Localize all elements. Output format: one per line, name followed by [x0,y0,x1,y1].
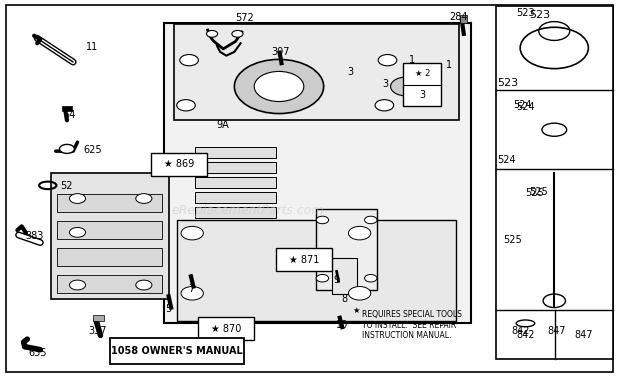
Circle shape [69,280,86,290]
Text: 9: 9 [334,275,340,285]
Circle shape [365,216,377,224]
Text: 307: 307 [272,47,290,57]
Text: 847: 847 [575,330,593,340]
Circle shape [365,274,377,282]
Circle shape [378,55,397,66]
Bar [164,23,471,323]
Circle shape [136,280,152,290]
Text: 1: 1 [446,60,452,70]
Text: 383: 383 [25,231,43,241]
Text: 625: 625 [84,146,102,155]
Circle shape [254,71,304,102]
Circle shape [316,216,329,224]
Bar [195,147,276,158]
Bar [276,248,332,271]
Bar [496,6,613,359]
Bar [62,106,72,111]
Text: 523: 523 [516,8,535,18]
Circle shape [348,287,371,300]
Circle shape [234,59,324,114]
Bar [57,194,162,212]
Text: 842: 842 [512,326,530,336]
Text: 847: 847 [547,326,566,336]
Text: 635: 635 [28,348,46,358]
Text: ★ 2: ★ 2 [415,69,430,78]
Bar [93,315,104,321]
Circle shape [136,194,152,203]
Text: 842: 842 [516,330,534,340]
Text: ★ 869: ★ 869 [164,159,194,169]
Bar [57,275,162,293]
Text: 13: 13 [126,348,138,358]
Text: 3: 3 [383,79,389,89]
Bar [195,192,276,203]
Bar [110,338,244,364]
Circle shape [60,144,74,153]
Text: 1058 OWNER'S MANUAL: 1058 OWNER'S MANUAL [111,346,243,356]
Text: 524: 524 [513,100,532,109]
Circle shape [69,227,86,237]
Bar [57,248,162,266]
Text: 9A: 9A [217,120,229,130]
Bar [174,24,459,120]
Text: 10: 10 [336,320,348,330]
Bar [198,317,254,340]
Bar [151,153,207,176]
Bar [51,173,169,299]
Bar [403,63,441,106]
Text: 3: 3 [347,67,353,77]
Text: 3: 3 [419,90,425,100]
Text: 524: 524 [516,102,534,112]
Text: 525: 525 [525,188,544,197]
Text: REQUIRES SPECIAL TOOLS
TO INSTALL.  SEE REPAIR
INSTRUCTION MANUAL.: REQUIRES SPECIAL TOOLS TO INSTALL. SEE R… [362,310,462,340]
Text: 8: 8 [342,294,348,304]
Circle shape [177,100,195,111]
Text: 7: 7 [188,284,194,294]
Text: 5: 5 [166,304,172,314]
Bar [195,177,276,188]
Text: 1: 1 [409,55,415,65]
Bar [332,258,357,294]
Bar [57,221,162,239]
Circle shape [391,77,422,96]
Circle shape [348,226,371,240]
Text: eReplacementParts.com: eReplacementParts.com [172,204,324,217]
Text: 525: 525 [529,187,547,197]
Text: 524: 524 [497,155,516,165]
Bar [316,209,377,290]
Text: 54: 54 [63,110,76,120]
Bar [195,207,276,218]
Text: 525: 525 [503,235,522,245]
Text: 523: 523 [529,10,550,20]
Text: 523: 523 [497,78,518,88]
Circle shape [232,30,243,37]
Circle shape [316,274,329,282]
Text: ★: ★ [352,306,360,315]
Circle shape [206,30,218,37]
Text: 52: 52 [60,181,73,191]
Text: ★ 871: ★ 871 [289,255,319,265]
Text: 572: 572 [236,13,254,23]
Text: ★ 870: ★ 870 [211,324,241,334]
Circle shape [181,287,203,300]
Bar [460,15,467,23]
Bar [177,220,456,321]
Circle shape [375,100,394,111]
Circle shape [69,194,86,203]
Text: 284: 284 [450,12,468,22]
Text: 11: 11 [86,42,98,52]
Bar [195,162,276,173]
Circle shape [181,226,203,240]
Circle shape [180,55,198,66]
Text: 337: 337 [89,326,107,336]
